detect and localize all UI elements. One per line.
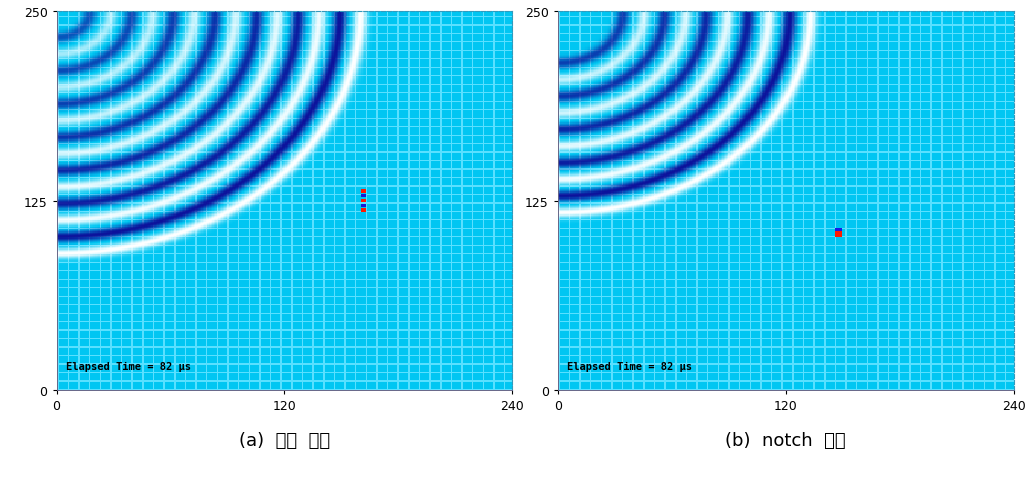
Text: (a)  정상  상태: (a) 정상 상태: [239, 431, 330, 449]
Text: Elapsed Time = 82 μs: Elapsed Time = 82 μs: [567, 361, 693, 371]
Text: Elapsed Time = 82 μs: Elapsed Time = 82 μs: [66, 361, 191, 371]
Text: (b)  notch  손상: (b) notch 손상: [725, 431, 846, 449]
